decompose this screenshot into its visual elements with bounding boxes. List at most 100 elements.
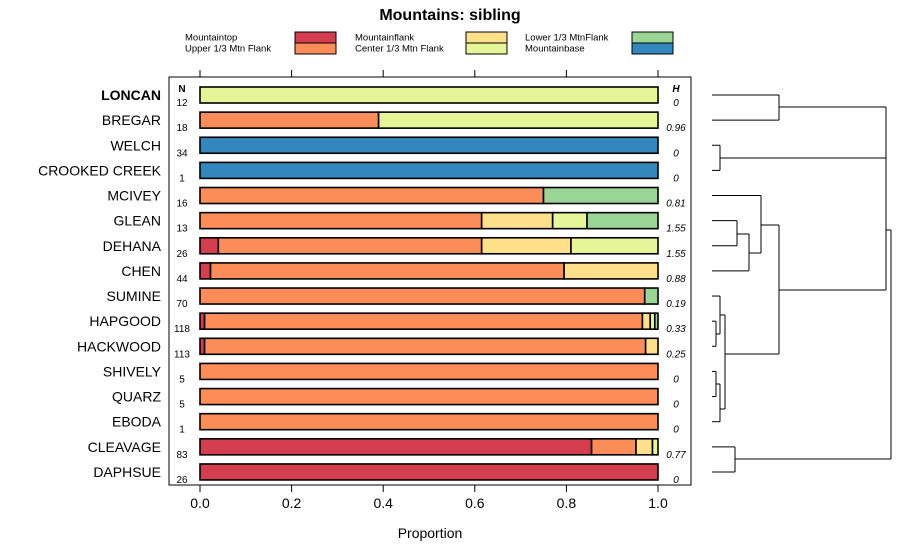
bar-row: QUARZ 5 0 (112, 387, 679, 411)
row-label: EBODA (112, 414, 162, 430)
x-tick-label: 0.6 (465, 495, 485, 511)
n-value: 1 (179, 173, 185, 184)
bar-row: EBODA 1 0 (112, 412, 679, 436)
h-value: 0.81 (666, 199, 685, 210)
n-value: 83 (176, 450, 188, 461)
row-label: LONCAN (101, 87, 161, 103)
bar-segment-upper-1-3-mtn-flank (590, 438, 637, 456)
legend-label-1: Upper 1/3 Mtn Flank (185, 44, 271, 55)
bar-segment-mountaintop (199, 236, 220, 255)
n-value: 18 (176, 123, 188, 134)
bar-row: BREGAR 18 0.96 (102, 111, 686, 134)
bar-segment-mountainflank (644, 337, 659, 356)
h-value: 0.19 (666, 299, 686, 310)
h-value: 0.33 (666, 324, 686, 335)
row-label: QUARZ (112, 389, 161, 405)
h-value: 1.55 (666, 249, 686, 260)
bar-segment-mountaintop (199, 262, 212, 280)
h-value: 0.88 (666, 274, 686, 285)
bar-row: HACKWOOD 113 0.25 (77, 337, 686, 360)
row-label: WELCH (110, 137, 161, 153)
h-value: 0 (673, 475, 679, 486)
row-label: SHIVELY (103, 363, 162, 379)
chart-title: Mountains: sibling (379, 7, 520, 24)
bar-segment-lower-1-3-mtnflank (653, 312, 659, 330)
n-value: 70 (176, 299, 188, 310)
legend-label-3: Center 1/3 Mtn Flank (355, 44, 444, 55)
x-tick-label: 0.0 (190, 495, 210, 511)
row-label: HAPGOOD (89, 313, 161, 329)
n-value: 44 (176, 274, 188, 285)
bar-segment-lower-1-3-mtnflank (643, 287, 659, 305)
bar-row: HAPGOOD 118 0.33 (89, 312, 686, 335)
n-value: 1 (179, 425, 185, 436)
bar-segment-upper-1-3-mtn-flank (199, 412, 659, 431)
legend-swatch-4 (631, 31, 674, 44)
bar-row: WELCH 34 0 (110, 136, 679, 159)
bar-segment-mountainflank (480, 236, 572, 255)
bar-segment-mountainflank (480, 211, 554, 230)
row-label: SUMINE (107, 288, 161, 304)
bar-row: CHEN 44 0.88 (121, 262, 686, 285)
row-label: CROOKED CREEK (38, 162, 162, 178)
bar-row: CROOKED CREEK 1 0 (38, 161, 679, 184)
bar-segment-upper-1-3-mtn-flank (199, 387, 659, 406)
h-value: 0 (673, 425, 679, 436)
bar-segment-mountainbase (199, 161, 659, 180)
bar-segment-upper-1-3-mtn-flank (209, 262, 565, 280)
bar-segment-upper-1-3-mtn-flank (199, 211, 483, 230)
n-value: 13 (176, 224, 188, 235)
n-value: 5 (179, 374, 185, 385)
n-value: 12 (176, 98, 188, 109)
bar-row: CLEAVAGE 83 0.77 (88, 438, 686, 461)
bar-row: DAPHSUE 26 0 (93, 463, 679, 486)
bar-segment-upper-1-3-mtn-flank (199, 362, 659, 381)
bar-segment-upper-1-3-mtn-flank (199, 111, 380, 129)
bar-row: MCIVEY 16 0.81 (107, 186, 686, 210)
h-value: 0 (673, 173, 679, 184)
bar-row: GLEAN 13 1.55 (114, 211, 686, 235)
bar-row: SHIVELY 5 0 (103, 362, 679, 385)
x-tick-label: 0.8 (557, 495, 577, 511)
n-value: 26 (176, 475, 188, 486)
bar-row: DEHANA 26 1.55 (103, 236, 686, 260)
row-label: HACKWOOD (77, 338, 161, 354)
n-value: 16 (176, 199, 188, 210)
plot-frame (168, 76, 692, 486)
n-value: 26 (176, 249, 188, 260)
bar-segment-lower-1-3-mtnflank (586, 211, 659, 230)
h-value: 0 (673, 98, 679, 109)
bar-row: LONCAN 12 0 (101, 86, 679, 109)
h-value: 1.55 (666, 224, 686, 235)
legend-label-4: Lower 1/3 MtnFlank (525, 33, 609, 44)
row-label: GLEAN (114, 213, 161, 229)
row-label: DAPHSUE (93, 464, 161, 480)
row-label: BREGAR (102, 112, 161, 128)
legend-swatch-0 (294, 31, 337, 44)
bar-segment-center-1-3-mtn-flank (551, 211, 588, 230)
row-label: CHEN (121, 263, 161, 279)
legend-swatch-3 (465, 42, 508, 55)
h-value: 0 (673, 148, 679, 159)
bar-segment-upper-1-3-mtn-flank (217, 236, 483, 255)
bar-segment-upper-1-3-mtn-flank (203, 312, 644, 330)
bar-segment-mountainflank (563, 262, 659, 280)
bar-segment-center-1-3-mtn-flank (570, 236, 659, 255)
row-label: MCIVEY (107, 188, 161, 204)
h-value: 0 (673, 400, 679, 411)
n-column-header: N (178, 84, 185, 95)
bar-segment-center-1-3-mtn-flank (377, 111, 659, 129)
bar-segment-center-1-3-mtn-flank (199, 86, 659, 104)
bar-segment-mountainflank (641, 312, 652, 330)
x-axis: 0.0 0.2 0.4 0.6 0.8 1.0 (190, 70, 668, 511)
n-value: 113 (174, 349, 190, 360)
h-value: 0.96 (666, 123, 686, 134)
h-value: 0.25 (666, 349, 686, 360)
bar-segment-mountainbase (199, 136, 659, 155)
x-tick-label: 1.0 (648, 495, 668, 511)
x-axis-label: Proportion (398, 525, 463, 541)
legend-swatch-1 (294, 42, 337, 55)
bar-segment-upper-1-3-mtn-flank (203, 337, 647, 356)
